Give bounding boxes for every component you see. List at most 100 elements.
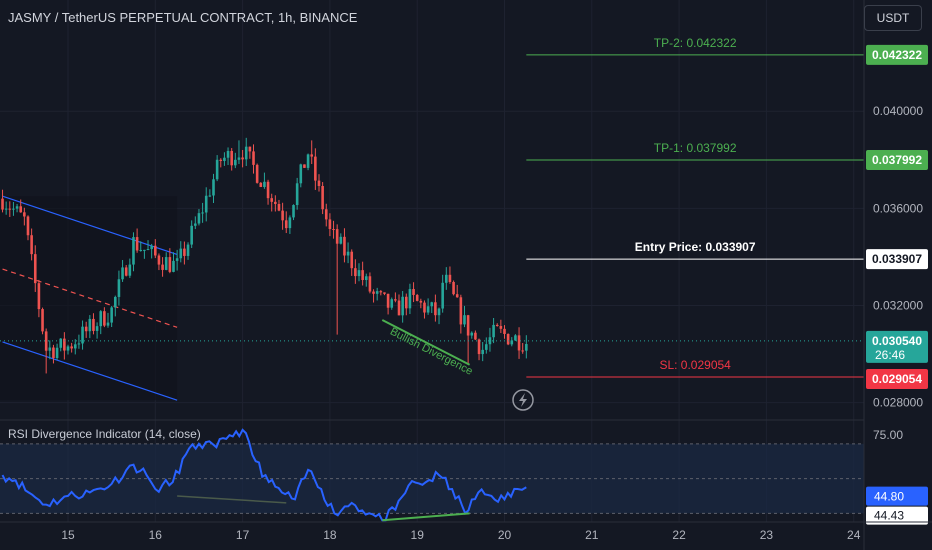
candle-body	[117, 279, 121, 297]
candle-body	[448, 274, 452, 282]
candle-body	[48, 347, 52, 351]
candle-body	[212, 179, 215, 196]
replay-icon[interactable]	[512, 389, 534, 411]
candle-body	[466, 315, 470, 336]
candle-body	[452, 281, 455, 295]
candle-body	[364, 276, 368, 281]
candle-body	[419, 300, 423, 303]
divergence-price-line	[381, 319, 471, 366]
candle-body	[488, 337, 492, 345]
candle-body	[375, 291, 379, 294]
candle-body	[354, 268, 357, 277]
candle-body	[41, 309, 44, 332]
candle-body	[263, 181, 266, 187]
candle-body	[310, 154, 314, 157]
candle-body	[408, 289, 412, 309]
candle-body	[350, 251, 354, 269]
candle-body	[303, 164, 306, 168]
price-tick-label: 0.028000	[873, 396, 923, 410]
candle-body	[208, 195, 212, 197]
candle-body	[1, 198, 4, 210]
candle-body	[281, 210, 284, 221]
candle-body	[59, 338, 63, 348]
rsi-line	[1, 428, 527, 522]
candle-body	[175, 258, 179, 261]
tp1-badge-text: 0.037992	[872, 153, 922, 167]
candle-body	[284, 220, 288, 229]
candle-body	[190, 225, 193, 245]
candle-body	[521, 350, 524, 352]
candle-body	[343, 236, 346, 256]
candles	[1, 137, 528, 374]
candle-body	[379, 291, 383, 293]
bullish-divergence-label: Bullish Divergence	[388, 326, 475, 378]
candle-body	[237, 157, 241, 160]
candle-body	[317, 180, 321, 187]
candle-body	[26, 216, 30, 236]
time-tick-label: 24	[847, 528, 861, 542]
candle-body	[183, 248, 186, 256]
time-tick-label: 19	[411, 528, 425, 542]
candle-body	[372, 291, 375, 294]
candle-body	[121, 267, 124, 280]
indicator-label[interactable]: RSI Divergence Indicator (14, close)	[8, 427, 201, 441]
last-price-text: 0.030540	[872, 334, 922, 348]
candle-body	[339, 236, 343, 244]
candle-body	[295, 183, 299, 206]
candle-body	[219, 159, 223, 161]
candle-body	[274, 201, 277, 204]
candle-body	[52, 347, 55, 359]
candle-body	[63, 338, 66, 351]
price-tick-label: 0.040000	[873, 104, 923, 118]
candle-body	[459, 297, 463, 325]
candle-body	[426, 306, 430, 313]
rsi-prev-text: 44.43	[874, 509, 904, 523]
candle-body	[455, 294, 459, 298]
candle-body	[368, 276, 372, 292]
candle-body	[103, 311, 106, 326]
candle-body	[346, 251, 350, 256]
rsi-tick-label: 75.00	[873, 428, 903, 442]
sl-badge	[866, 368, 928, 389]
candle-body	[481, 349, 484, 355]
candle-body	[463, 315, 466, 325]
rsi-prev-badge	[866, 506, 928, 525]
time-tick-label: 23	[760, 528, 774, 542]
candle-body	[37, 283, 41, 310]
candle-body	[401, 296, 404, 316]
candle-body	[77, 343, 81, 345]
candle-body	[255, 164, 259, 183]
candle-body	[445, 274, 448, 283]
candle-body	[324, 209, 328, 220]
currency-selector[interactable]: USDT	[864, 5, 922, 31]
time-tick-label: 21	[585, 528, 599, 542]
candle-body	[139, 249, 143, 251]
tp2-badge-text: 0.042322	[872, 48, 922, 62]
candle-body	[292, 205, 295, 218]
candle-body	[248, 146, 252, 152]
candle-body	[241, 157, 244, 160]
candle-body	[434, 302, 437, 316]
candle-body	[474, 332, 477, 340]
candle-body	[70, 346, 73, 349]
candle-body	[361, 270, 364, 281]
countdown-text: 26:46	[875, 348, 905, 362]
candle-body	[81, 326, 84, 344]
candle-body	[270, 198, 273, 202]
candle-body	[157, 255, 161, 265]
candle-body	[161, 264, 164, 270]
candle-body	[470, 332, 474, 336]
candle-body	[332, 229, 335, 231]
candle-body	[441, 282, 444, 309]
candle-body	[66, 346, 70, 351]
candle-body	[33, 254, 37, 284]
price-axis: 0.040000 0.036000 0.032000 0.028000 0.042322…	[864, 0, 932, 550]
candle-body	[234, 159, 237, 166]
candle-body	[306, 154, 310, 168]
candle-body	[110, 307, 113, 323]
candle-body	[277, 203, 281, 211]
time-tick-label: 22	[672, 528, 686, 542]
price-axis-bg	[864, 0, 932, 550]
